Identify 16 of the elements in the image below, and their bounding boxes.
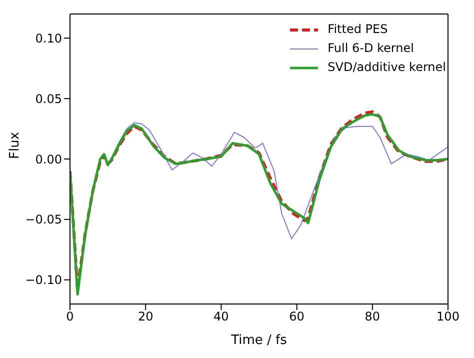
x-tick-label: 60 xyxy=(289,310,304,324)
x-tick-label: 100 xyxy=(436,310,460,324)
legend-label: Fitted PES xyxy=(328,21,388,38)
y-axis-title: Flux xyxy=(8,132,23,159)
legend-label: Full 6-D kernel xyxy=(328,40,414,57)
x-tick-label: 40 xyxy=(214,310,229,324)
x-tick-label: 0 xyxy=(66,310,74,324)
x-tick-label: 20 xyxy=(138,310,154,324)
y-tick-label: 0.05 xyxy=(35,92,62,106)
x-axis-title: Time / fs xyxy=(230,333,288,348)
y-tick-label: −0.05 xyxy=(25,212,62,227)
y-tick-label: −0.10 xyxy=(25,273,62,288)
x-tick-label: 80 xyxy=(364,310,380,324)
y-tick-label: 0.00 xyxy=(35,152,62,166)
legend-label: SVD/additive kernel xyxy=(328,59,446,76)
y-tick-label: 0.10 xyxy=(35,31,62,46)
